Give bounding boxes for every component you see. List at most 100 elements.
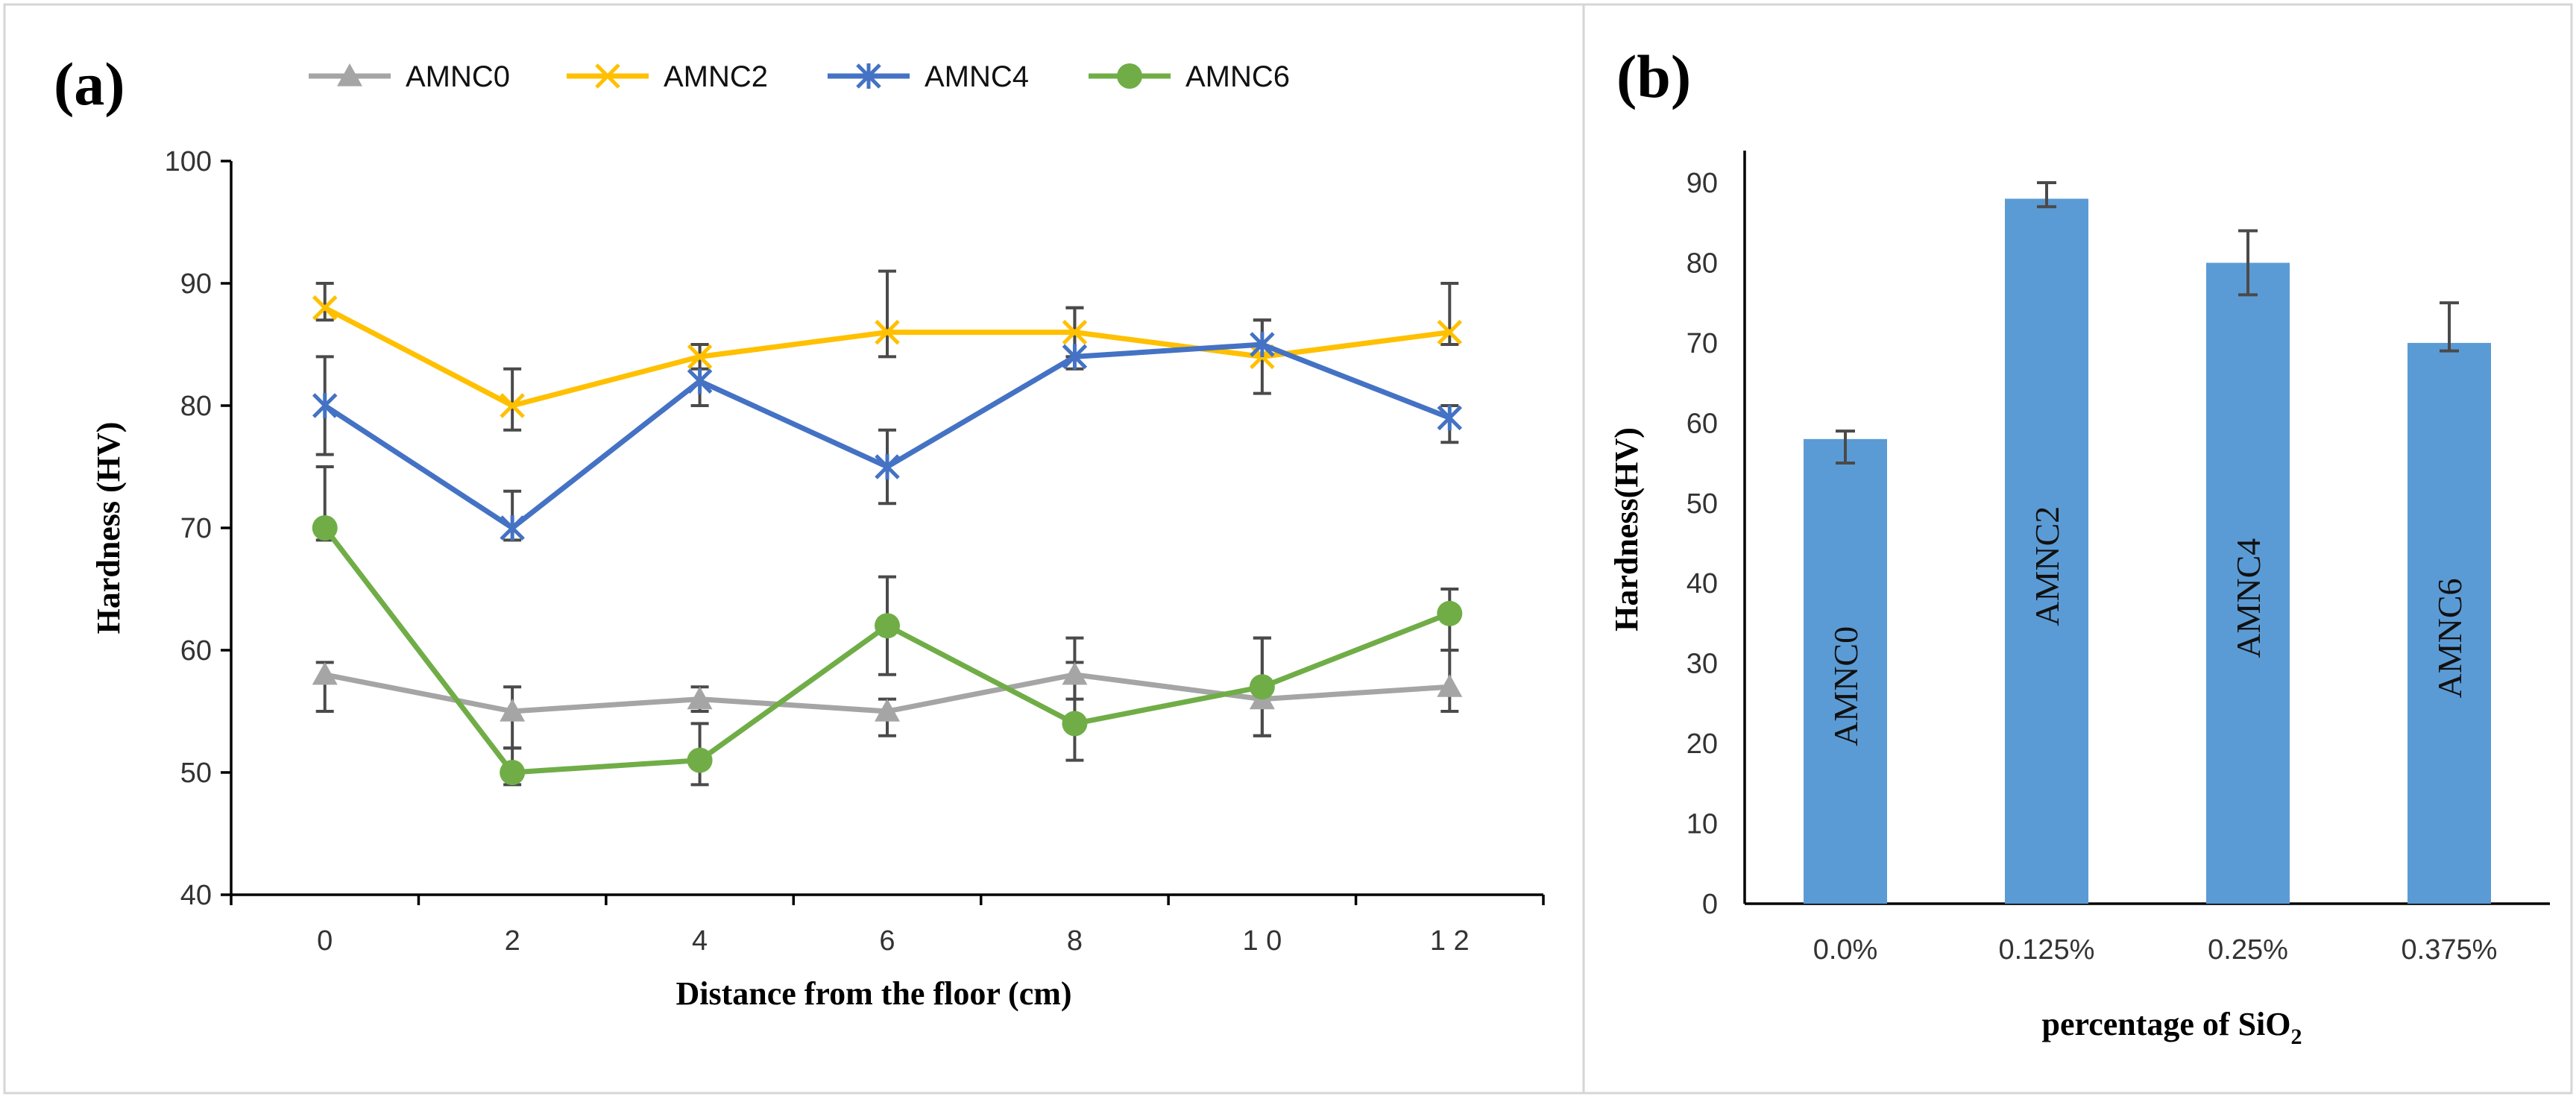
x-tick-label-a: 0 bbox=[317, 925, 333, 957]
data-point bbox=[1437, 319, 1463, 345]
y-tick-label-b: 50 bbox=[1687, 488, 1718, 520]
y-tick-label-a: 70 bbox=[180, 513, 212, 544]
bar-group-amnc4: AMNC4 bbox=[2206, 229, 2290, 904]
y-tick-label-a: 80 bbox=[180, 391, 212, 422]
bar-label: AMNC0 bbox=[1827, 626, 1865, 746]
panel-a: (a) AMNC0 AMNC2 AMNC4 AMNC6 405060708090100… bbox=[3, 3, 1585, 1095]
data-point bbox=[500, 699, 526, 722]
axes-b: 0 10 20 30 40 50 60 70 80 90 0.0% 0.125% 0.25% 0.375% bbox=[1687, 151, 2550, 966]
data-point bbox=[1250, 332, 1275, 357]
legend-marker bbox=[856, 63, 881, 89]
data-point bbox=[312, 393, 338, 418]
data-point bbox=[1437, 405, 1463, 431]
x-axis-title-b: percentage of SiO2 bbox=[2041, 1006, 2302, 1049]
series-amnc4 bbox=[312, 332, 1463, 541]
x-tick-label-a: 1 2 bbox=[1430, 925, 1470, 957]
series-a bbox=[312, 295, 1463, 785]
x-axis-title-a: Distance from the floor (cm) bbox=[676, 975, 1071, 1012]
marker-stroke bbox=[595, 63, 620, 89]
marker-stroke bbox=[500, 393, 525, 418]
data-point bbox=[875, 699, 900, 722]
marker-stroke bbox=[1062, 319, 1088, 345]
marker-stroke bbox=[875, 319, 900, 345]
data-point bbox=[687, 368, 713, 394]
legend-item-amnc6: AMNC6 bbox=[1089, 60, 1290, 93]
legend-label: AMNC4 bbox=[925, 60, 1029, 93]
marker-stroke bbox=[687, 344, 713, 370]
bar bbox=[1804, 438, 1887, 904]
x-tick-label-a: 4 bbox=[692, 925, 708, 957]
y-tick-label-b: 40 bbox=[1687, 568, 1718, 599]
y-tick-label-a: 100 bbox=[165, 146, 212, 177]
y-tick-label-b: 60 bbox=[1687, 408, 1718, 439]
y-tick-label-b: 0 bbox=[1702, 889, 1718, 920]
x-axis-title-b-main: percentage of SiO bbox=[2041, 1006, 2290, 1042]
bar-group-amnc2: AMNC2 bbox=[2005, 181, 2088, 904]
y-tick-label-a: 60 bbox=[180, 635, 212, 667]
x-tick-label-b: 0.25% bbox=[2208, 934, 2288, 966]
legend-marker bbox=[337, 63, 362, 86]
data-point bbox=[500, 393, 525, 418]
y-axis-title-b: Hardness(HV) bbox=[1608, 427, 1645, 632]
data-point bbox=[1437, 674, 1463, 697]
x-tick-label-a: 6 bbox=[879, 925, 895, 957]
data-point bbox=[687, 686, 713, 710]
legend-item-amnc4: AMNC4 bbox=[828, 60, 1029, 93]
x-tick-label-a: 8 bbox=[1067, 925, 1083, 957]
data-point bbox=[1062, 319, 1088, 345]
panel-b-label: (b) bbox=[1616, 43, 1691, 110]
error-bar bbox=[315, 282, 334, 322]
data-point bbox=[687, 344, 713, 370]
data-point bbox=[1249, 674, 1275, 700]
panel-a-border bbox=[3, 3, 1585, 1095]
legend-item-amnc0: AMNC0 bbox=[309, 60, 510, 93]
y-tick-label-b: 90 bbox=[1687, 168, 1718, 199]
error-bar bbox=[878, 269, 896, 359]
legend-item-amnc2: AMNC2 bbox=[567, 60, 768, 93]
y-tick-label-b: 20 bbox=[1687, 728, 1718, 760]
x-axis-title-b-subscript: 2 bbox=[2291, 1024, 2302, 1049]
data-point bbox=[687, 747, 713, 773]
data-point bbox=[1062, 344, 1088, 370]
panel-a-label: (a) bbox=[54, 50, 125, 118]
y-axis-title-a: Hardness (HV) bbox=[90, 422, 127, 635]
panel-b: (b) 0 10 20 30 40 50 60 70 80 90 0.0% 0.125% 0.25% 0.… bbox=[1582, 3, 2573, 1095]
legend-marker bbox=[1117, 63, 1142, 89]
data-point bbox=[500, 760, 526, 785]
y-tick-label-a: 90 bbox=[180, 268, 212, 300]
x-tick-label-a: 2 bbox=[505, 925, 520, 957]
data-point bbox=[1437, 600, 1463, 626]
bar-group-amnc6: AMNC6 bbox=[2407, 301, 2491, 904]
bar-label: AMNC4 bbox=[2229, 538, 2267, 658]
y-tick-label-b: 70 bbox=[1687, 328, 1718, 359]
bar bbox=[2206, 262, 2290, 904]
data-point bbox=[312, 295, 338, 321]
legend-label: AMNC2 bbox=[664, 60, 768, 93]
bar-label: AMNC6 bbox=[2431, 578, 2469, 698]
data-point bbox=[1062, 711, 1088, 737]
data-point bbox=[1062, 661, 1088, 685]
data-point bbox=[875, 613, 900, 639]
y-tick-label-b: 30 bbox=[1687, 649, 1718, 680]
legend-label: AMNC0 bbox=[406, 60, 510, 93]
x-tick-label-b: 0.0% bbox=[1813, 934, 1878, 966]
y-tick-label-b: 10 bbox=[1687, 809, 1718, 840]
marker-stroke bbox=[1437, 319, 1463, 345]
y-tick-label-a: 50 bbox=[180, 758, 212, 789]
x-tick-label-b: 0.125% bbox=[1999, 934, 2095, 966]
x-tick-label-a: 1 0 bbox=[1242, 925, 1282, 957]
y-tick-label-b: 80 bbox=[1687, 248, 1718, 279]
data-point bbox=[875, 454, 900, 479]
y-tick-label-a: 40 bbox=[180, 880, 212, 911]
marker-stroke bbox=[312, 295, 338, 321]
data-point bbox=[500, 515, 525, 541]
data-point bbox=[875, 319, 900, 345]
bar bbox=[2005, 198, 2088, 904]
data-point bbox=[312, 515, 338, 541]
series-amnc6 bbox=[312, 515, 1463, 785]
error-bar bbox=[503, 367, 522, 432]
legend-marker bbox=[595, 63, 620, 89]
x-tick-label-b: 0.375% bbox=[2402, 934, 2498, 966]
bar bbox=[2407, 342, 2491, 904]
